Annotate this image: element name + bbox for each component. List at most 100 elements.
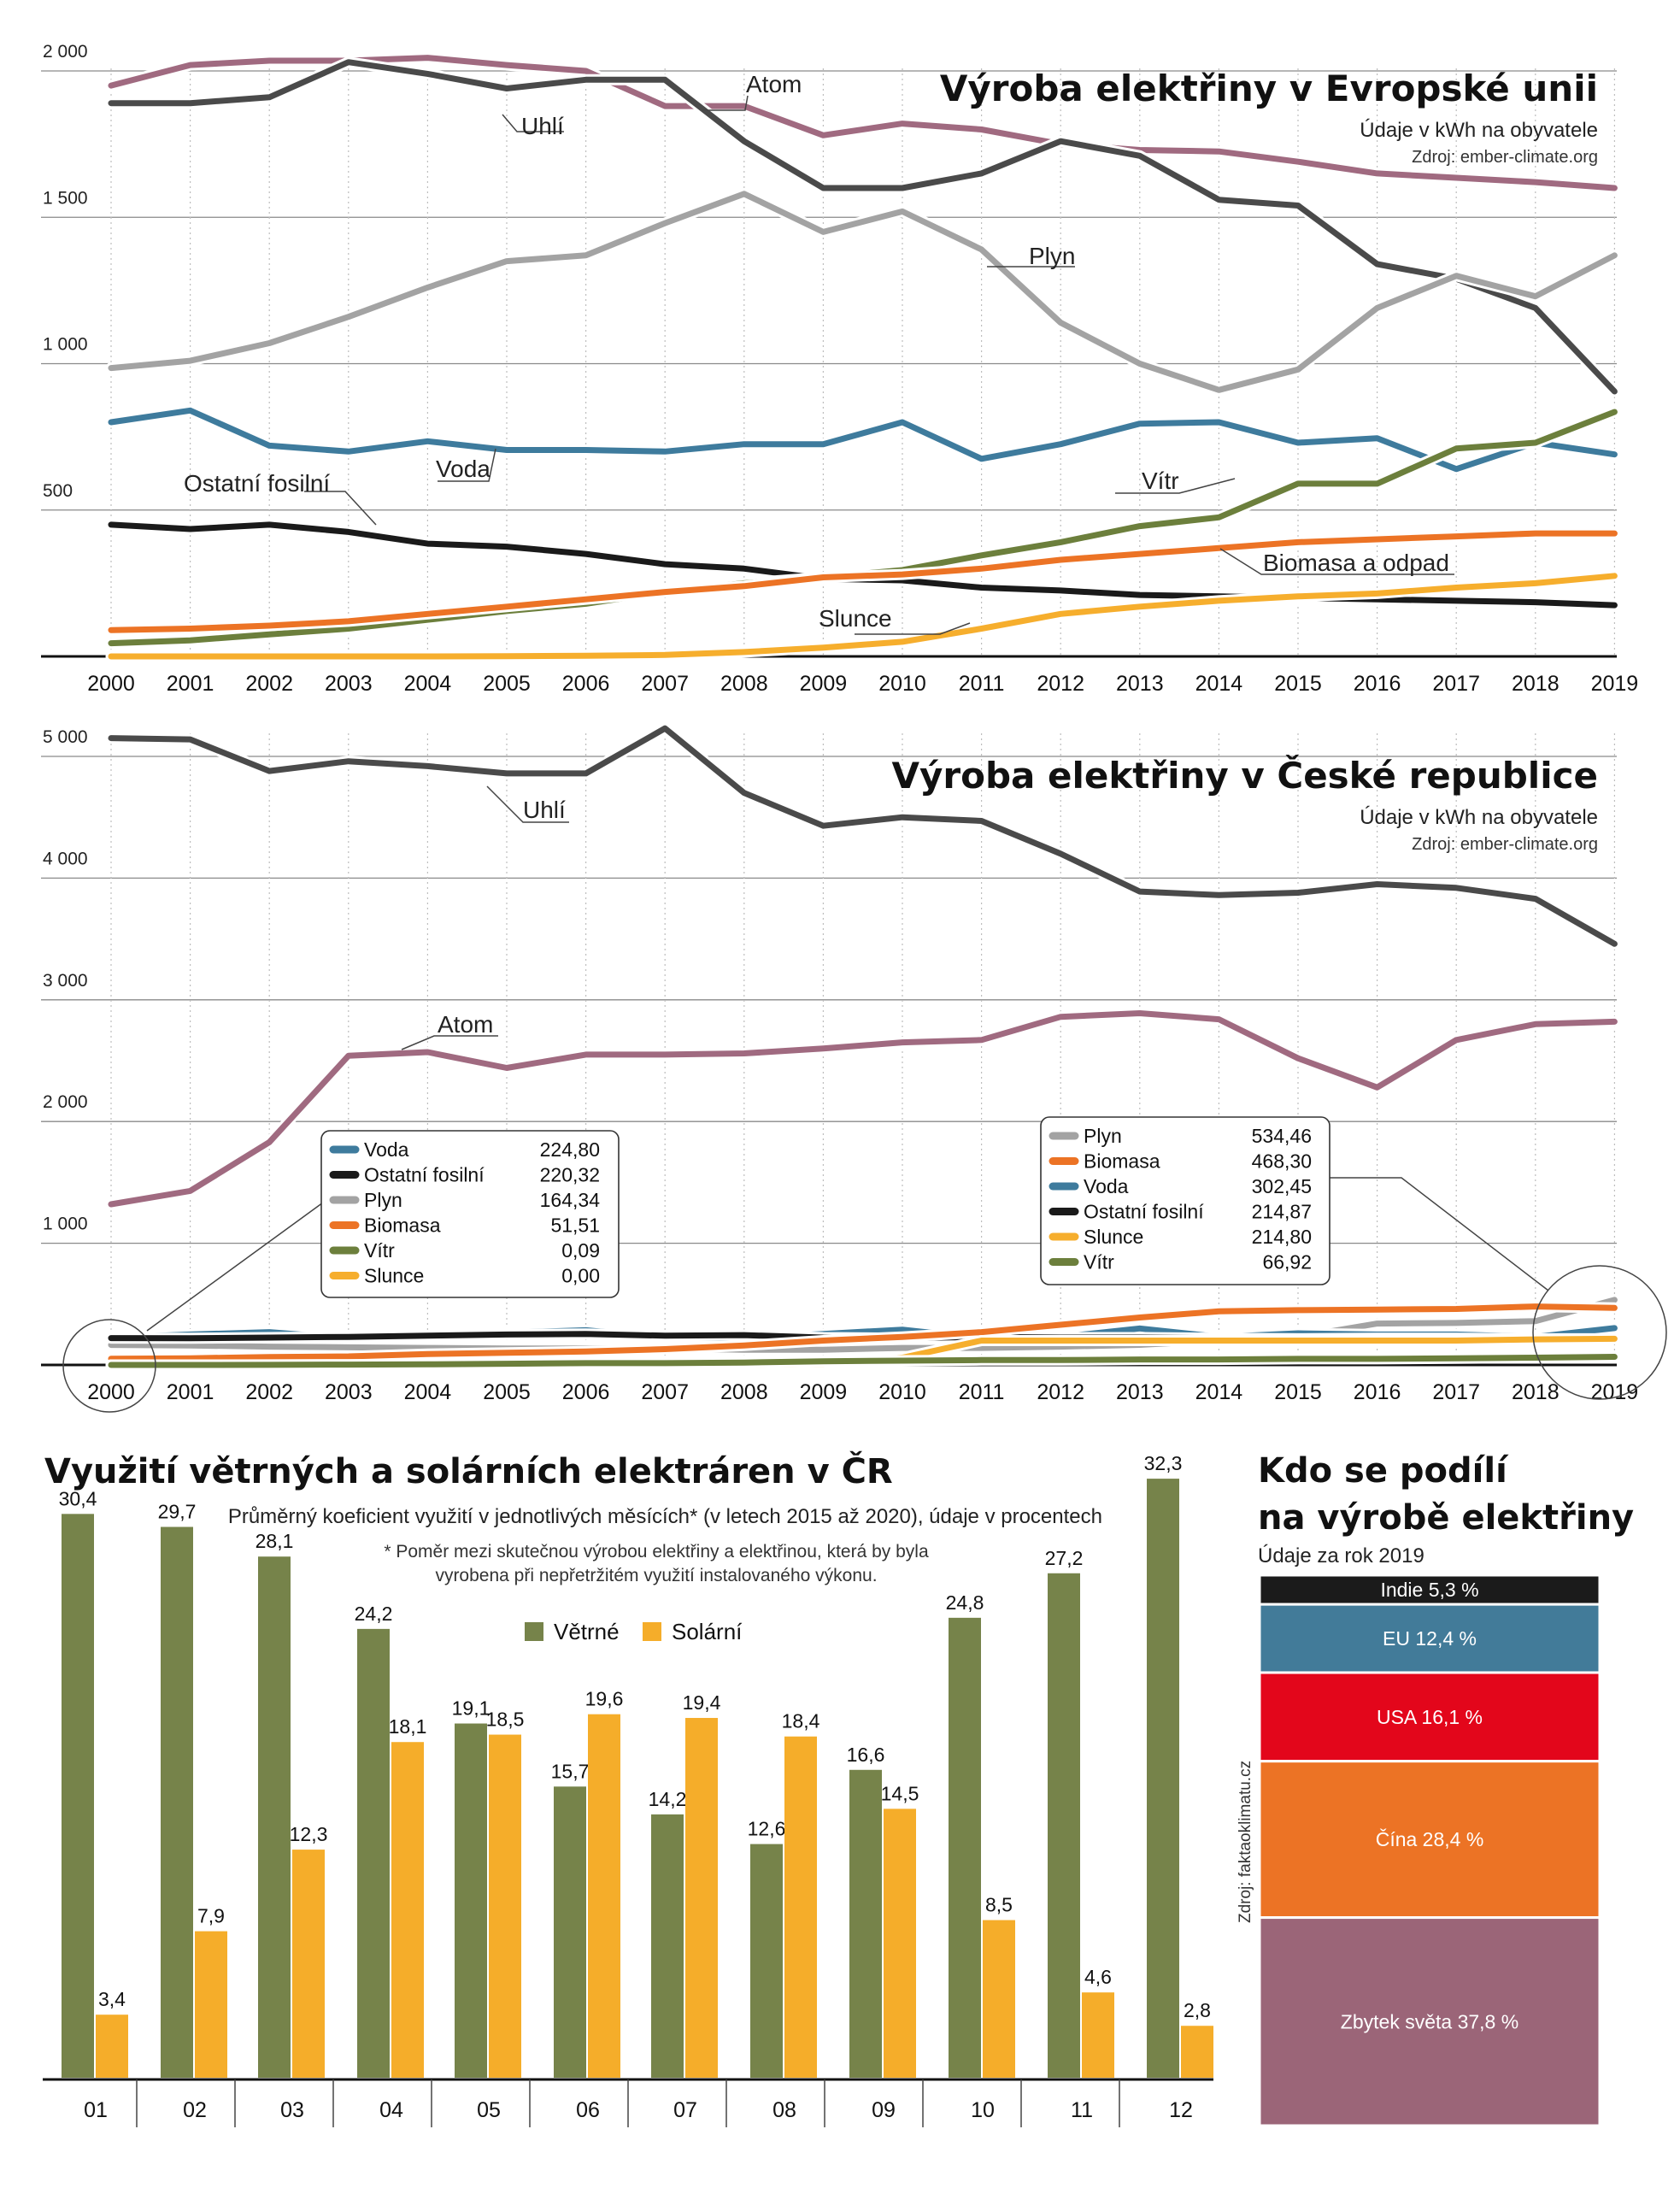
legend-name-slunce: Slunce (364, 1265, 424, 1287)
legend-swatch-solarni (643, 1622, 661, 1641)
share-source: Zdroj: faktaoklimatu.cz (1237, 1761, 1254, 1923)
x-tick-label: 2017 (1432, 1380, 1480, 1404)
x-tick-label: 2013 (1116, 1380, 1164, 1404)
bar-chart-footnote-line1: * Poměr mezi skutečnou výrobou elektřiny… (384, 1542, 929, 1562)
legend-name-plyn: Plyn (1084, 1125, 1122, 1147)
bar-chart-footnote-line2: vyrobena při nepřetržitém využití instal… (435, 1566, 877, 1585)
x-tick-label: 05 (477, 2098, 501, 2122)
x-tick-label: 2012 (1037, 672, 1084, 696)
share-title-line2: na výrobě elektřiny (1258, 1498, 1634, 1538)
x-tick-label: 2004 (404, 672, 452, 696)
bar-solarni-05 (489, 1734, 521, 2078)
series-line-biomasa-a-odpad (108, 530, 1618, 633)
bar-solarni-01 (96, 2014, 128, 2078)
legend-swatch-vetrne (525, 1622, 543, 1641)
x-tick-label: 2007 (641, 1380, 689, 1404)
x-tick-label: 2005 (483, 672, 531, 696)
bar-value-label: 19,4 (683, 1691, 721, 1714)
x-tick-label: 2011 (959, 1380, 1005, 1404)
x-tick-label: 2011 (959, 672, 1005, 696)
x-tick-label: 2001 (167, 1380, 214, 1404)
legend-name-biomasa: Biomasa (1084, 1150, 1160, 1173)
x-tick-label: 09 (872, 2098, 896, 2122)
bar-vetrne-09 (849, 1769, 882, 2078)
y-tick-label: 4 000 (43, 849, 88, 868)
x-tick-label: 07 (673, 2098, 697, 2122)
legend-value-vitr: 66,92 (1262, 1251, 1312, 1273)
chart-subtitle: Údaje v kWh na obyvatele (1360, 806, 1598, 829)
bar-vetrne-07 (651, 1814, 684, 2078)
bar-vetrne-04 (357, 1628, 390, 2078)
label-leader-ostatni (304, 491, 377, 526)
x-tick-label: 2012 (1037, 1380, 1084, 1404)
x-tick-label: 2015 (1274, 672, 1322, 696)
callout-line-2000 (146, 1202, 324, 1332)
legend-value-ostatni-fosilni: 214,87 (1252, 1201, 1312, 1223)
share-segment-usa (1258, 1671, 1601, 1763)
share-segment-label: Indie 5,3 % (1380, 1579, 1478, 1601)
bar-value-label: 3,4 (98, 1988, 126, 2010)
chart-title: Výroba elektřiny v České republice (892, 754, 1599, 797)
legend-name-voda: Voda (1084, 1175, 1129, 1197)
x-tick-label: 2015 (1274, 1380, 1322, 1404)
x-tick-label: 06 (576, 2098, 600, 2122)
bar-value-label: 18,1 (389, 1715, 427, 1738)
series-label-slunce: Slunce (819, 605, 892, 632)
bar-value-label: 32,3 (1144, 1452, 1183, 1474)
x-tick-label: 11 (1071, 2098, 1093, 2122)
y-tick-label: 1 000 (43, 335, 88, 355)
chart-title: Výroba elektřiny v Evropské unii (940, 68, 1598, 109)
series-label-ostatni: Ostatní fosilní (184, 470, 330, 497)
series-label-uhli: Uhlí (521, 113, 564, 139)
legend-value-biomasa: 51,51 (550, 1215, 600, 1237)
bar-solarni-07 (685, 1718, 718, 2078)
label-leader-slunce (855, 622, 971, 635)
bar-vetrne-03 (258, 1556, 291, 2078)
series-label-vitr: Vítr (1142, 468, 1179, 494)
bar-value-label: 12,6 (748, 1818, 786, 1840)
y-tick-label: 500 (43, 481, 73, 501)
chart-source: Zdroj: ember-climate.org (1412, 148, 1598, 167)
x-tick-label: 10 (971, 2098, 995, 2122)
chart-source: Zdroj: ember-climate.org (1412, 835, 1598, 854)
bar-value-label: 15,7 (551, 1760, 590, 1782)
series-line-plyn (108, 191, 1618, 393)
x-tick-label: 04 (379, 2098, 403, 2122)
share-segment-eu (1258, 1603, 1601, 1674)
highlight-circle-2019 (1532, 1265, 1667, 1400)
series-line-atom (108, 1010, 1618, 1208)
bar-solarni-08 (784, 1736, 817, 2078)
series-line-slunce (108, 573, 1618, 660)
legend-name-biomasa: Biomasa (364, 1215, 441, 1237)
x-tick-label: 12 (1169, 2098, 1193, 2122)
share-segment-label: Zbytek světa 37,8 % (1341, 2010, 1518, 2032)
x-tick-label: 2010 (878, 672, 926, 696)
legend-label-vetrne: Větrné (554, 1619, 620, 1644)
series-label-biomasa: Biomasa a odpad (1263, 550, 1449, 576)
bar-chart-subtitle: Průměrný koeficient využití v jednotlivý… (228, 1505, 1102, 1528)
legend-name-vitr: Vítr (364, 1239, 395, 1262)
x-tick-label: 2013 (1116, 672, 1164, 696)
bar-vetrne-08 (750, 1844, 783, 2078)
x-tick-label: 2000 (87, 672, 135, 696)
x-tick-label: 2006 (562, 1380, 610, 1404)
legend-name-slunce: Slunce (1084, 1226, 1143, 1248)
series-label-atom: Atom (438, 1011, 493, 1038)
legend-value-slunce: 0,00 (561, 1265, 600, 1287)
legend-name-ostatni-fosilni: Ostatní fosilní (364, 1164, 485, 1186)
label-leader-atom (702, 95, 749, 111)
x-tick-label: 2002 (245, 672, 293, 696)
series-line-voda (108, 407, 1618, 473)
legend-value-biomasa: 468,30 (1252, 1150, 1312, 1173)
share-segment-label: EU 12,4 % (1383, 1627, 1477, 1650)
bar-value-label: 18,4 (782, 1710, 820, 1732)
label-leader-biomasa (1219, 548, 1454, 575)
series-label-uhli: Uhlí (523, 797, 566, 823)
series-label-plyn: Plyn (1029, 243, 1075, 269)
x-tick-label: 2000 (87, 1380, 135, 1404)
bar-value-label: 2,8 (1184, 1999, 1211, 2021)
legend-value-voda: 224,80 (540, 1138, 600, 1161)
x-tick-label: 2005 (483, 1380, 531, 1404)
bar-value-label: 4,6 (1084, 1966, 1112, 1988)
x-tick-label: 2006 (562, 672, 610, 696)
